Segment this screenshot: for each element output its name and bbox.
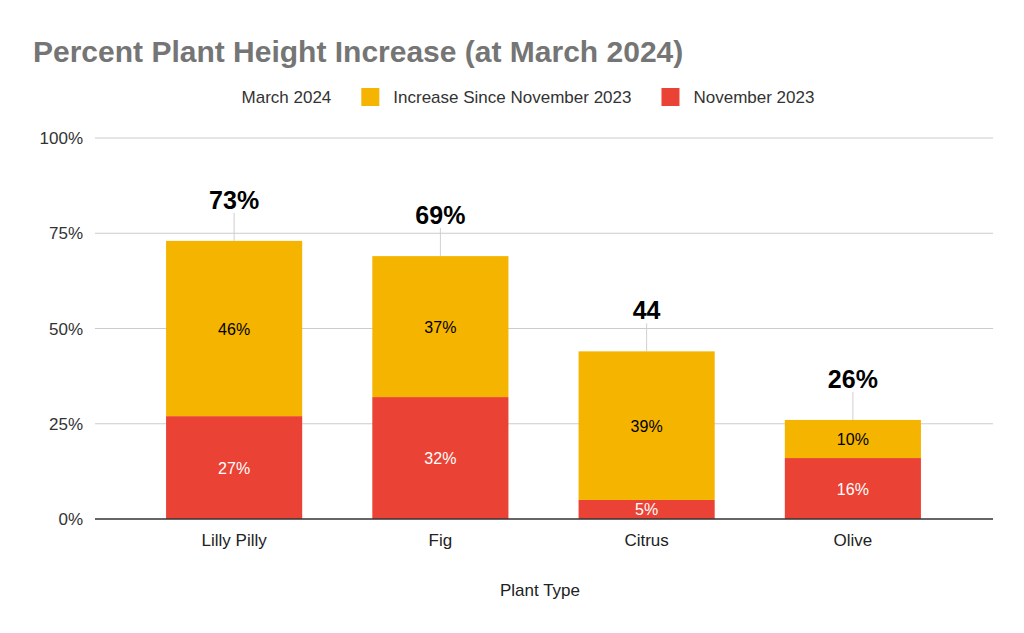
- total-label: 69%: [415, 201, 465, 229]
- legend-label: Increase Since November 2023: [393, 88, 631, 107]
- legend-label: March 2024: [242, 88, 332, 107]
- legend-label: November 2023: [693, 88, 814, 107]
- data-label: 5%: [635, 501, 658, 518]
- chart: Percent Plant Height Increase (at March …: [0, 0, 1024, 633]
- marks: [166, 213, 921, 519]
- legend: March 2024 Increase Since November 2023 No…: [242, 88, 815, 107]
- total-leader: [852, 392, 853, 420]
- y-tick-label: 75%: [49, 224, 83, 243]
- y-tick-label: 100%: [40, 129, 83, 148]
- legend-swatch: [661, 88, 679, 106]
- total-leader: [234, 213, 235, 241]
- y-tick-label: 0%: [58, 510, 83, 529]
- x-axis-label: Plant Type: [500, 581, 580, 600]
- legend-swatch: [361, 88, 379, 106]
- y-tick-label: 25%: [49, 415, 83, 434]
- total-label: 26%: [828, 365, 878, 393]
- background: [0, 0, 1024, 633]
- data-label: 27%: [218, 460, 250, 477]
- data-label: 37%: [424, 319, 456, 336]
- total-leader: [440, 228, 441, 256]
- grid-line: [95, 138, 993, 139]
- bar: [785, 458, 921, 519]
- x-axis-line: [95, 518, 993, 520]
- bar: [372, 397, 508, 519]
- data-label: 39%: [631, 418, 663, 435]
- grid-line: [95, 233, 993, 234]
- grid: [95, 138, 993, 424]
- bar: [579, 500, 715, 519]
- x-tick-label: Citrus: [624, 531, 668, 550]
- total-label: 73%: [209, 186, 259, 214]
- data-label: 46%: [218, 321, 250, 338]
- data-label: 10%: [837, 431, 869, 448]
- bar: [166, 241, 302, 416]
- x-tick-label: Lilly Pilly: [202, 531, 268, 550]
- data-labels: 27% 32% 5% 16% 46% 37% 39% 10% 73% 69% 44 26%: [209, 186, 878, 519]
- x-tick-label: Olive: [834, 531, 873, 550]
- bar: [166, 416, 302, 519]
- bar: [579, 351, 715, 500]
- data-label: 16%: [837, 481, 869, 498]
- data-label: 32%: [424, 450, 456, 467]
- total-leader: [646, 323, 647, 351]
- bar: [785, 420, 921, 458]
- bar: [372, 256, 508, 397]
- title: Percent Plant Height Increase (at March …: [33, 35, 683, 68]
- total-label: 44: [633, 296, 661, 324]
- x-tick-label: Fig: [429, 531, 453, 550]
- y-tick-label: 50%: [49, 320, 83, 339]
